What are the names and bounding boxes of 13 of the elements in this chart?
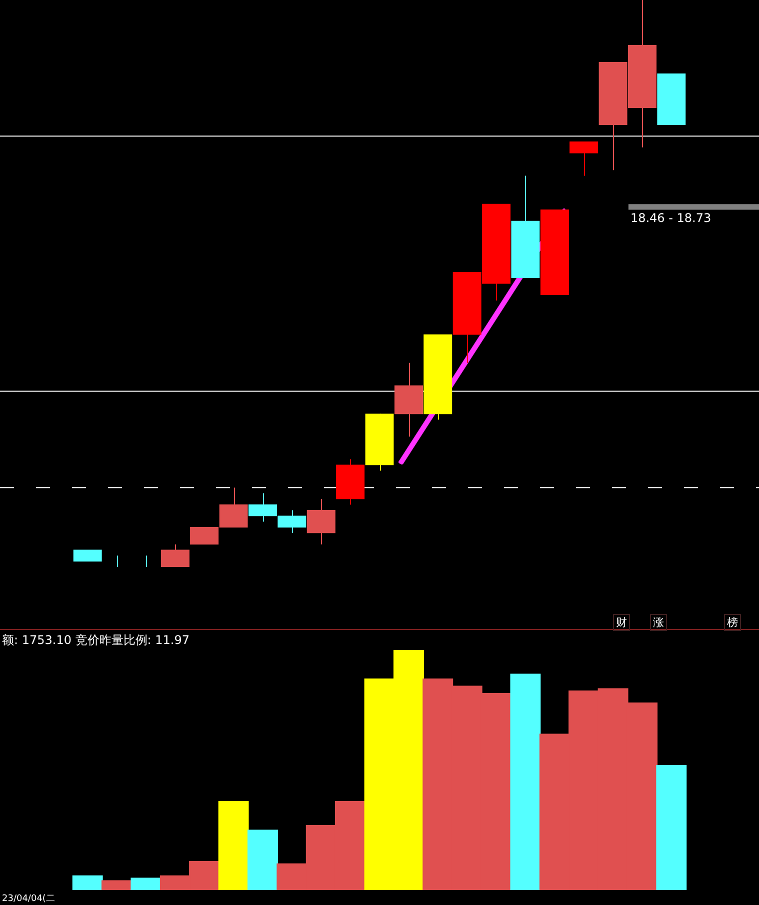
- bar: [656, 764, 687, 890]
- band-label: 18.46 - 18.73: [630, 210, 712, 225]
- chart-title: 额: 1753.10 竞价昨量比例: 11.97: [2, 632, 190, 649]
- text: 涨: [650, 614, 667, 631]
- bar: [72, 875, 103, 890]
- text: 榜: [724, 614, 741, 631]
- bar: [218, 800, 249, 890]
- bar: [247, 830, 278, 890]
- bar: [510, 674, 541, 890]
- bar: [101, 880, 132, 890]
- text: 财: [613, 614, 630, 631]
- text: 23/04/04(二: [2, 893, 55, 905]
- bar: [130, 878, 162, 890]
